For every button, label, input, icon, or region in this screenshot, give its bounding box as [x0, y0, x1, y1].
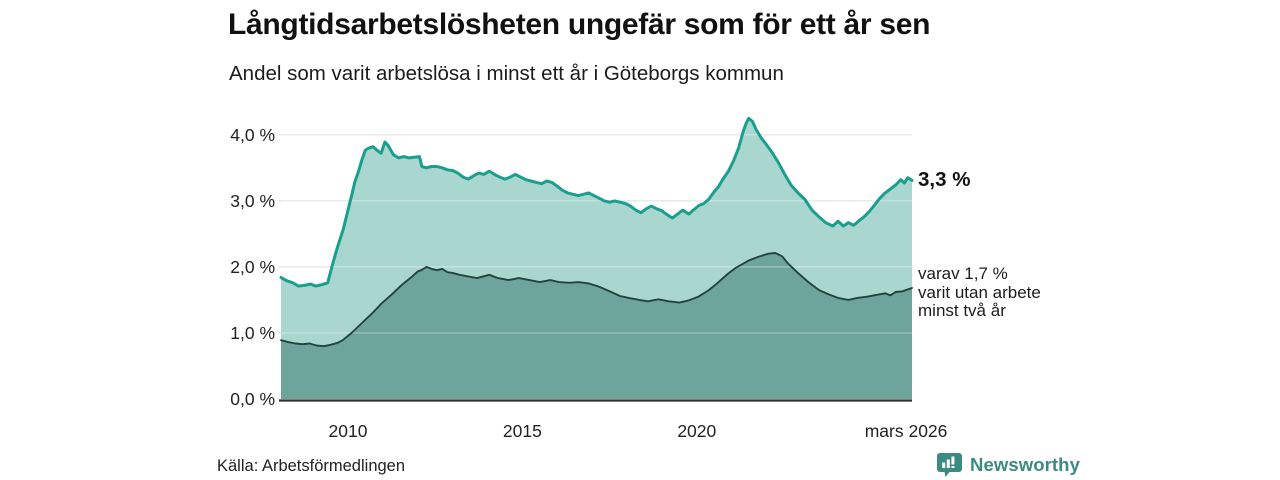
y-axis-tick-label: 1,0 %: [230, 322, 275, 343]
two-year-note-line: varit utan arbete: [918, 282, 1041, 302]
latest-total-value-label: 3,3 %: [918, 168, 971, 192]
y-axis-tick-label: 0,0 %: [230, 389, 275, 409]
page-title: Långtidsarbetslösheten ungefär som för e…: [228, 8, 931, 41]
newsworthy-bar-chart-icon: [937, 453, 962, 477]
x-axis-tick-label: 2010: [328, 421, 368, 441]
y-axis-tick-label: 4,0 %: [230, 124, 275, 145]
two-year-note-line: varav 1,7 %: [918, 264, 1008, 284]
y-axis-tick-label: 2,0 %: [230, 256, 275, 277]
x-axis-tick-label: 2015: [502, 421, 542, 441]
series-line-0: [279, 116, 914, 288]
x-axis-tick-label: mars 2026: [864, 421, 948, 441]
series-area-0: [281, 118, 912, 400]
brand-name: Newsworthy: [970, 453, 1080, 475]
two-year-note-line: minst två år: [918, 301, 1006, 321]
y-axis-tick-label: 3,0 %: [230, 190, 275, 211]
x-axis-tick-label: 2020: [677, 421, 717, 441]
chart-subtitle: Andel som varit arbetslösa i minst ett å…: [229, 62, 784, 85]
newsworthy-logo[interactable]: Newsworthy: [936, 451, 1080, 478]
series-line-1: [280, 252, 913, 348]
source-credit: Källa: Arbetsförmedlingen: [217, 457, 406, 475]
series-area-1: [281, 253, 912, 399]
two-year-series-label: varav 1,7 % varit utan arbete minst två …: [918, 265, 1041, 321]
